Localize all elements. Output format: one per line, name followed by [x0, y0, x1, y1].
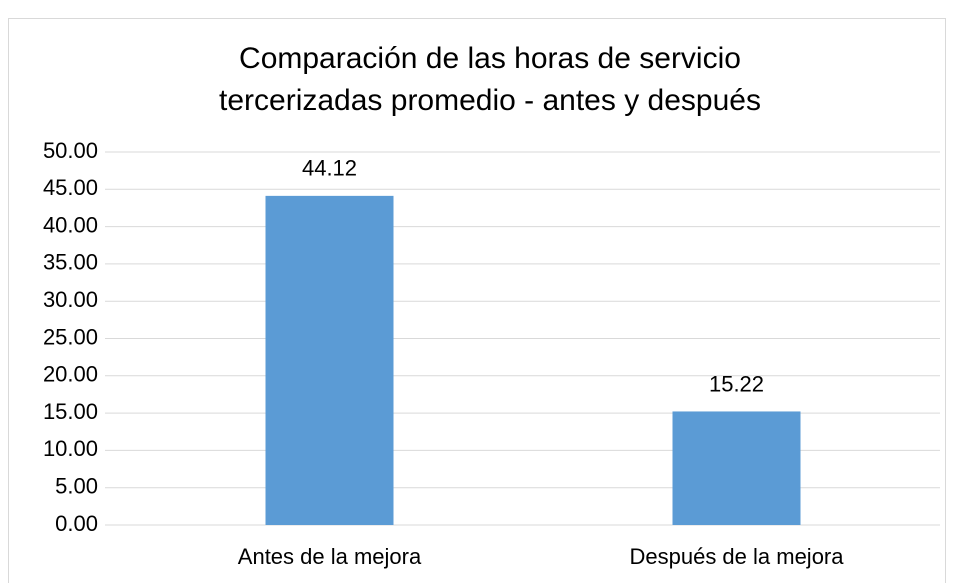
y-tick-label: 50.00 — [43, 138, 98, 163]
y-tick-label: 10.00 — [43, 436, 98, 461]
x-tick-label: Antes de la mejora — [238, 544, 422, 569]
y-tick-label: 5.00 — [55, 474, 98, 499]
bar — [672, 411, 801, 525]
chart-title: Comparación de las horas de servicio — [239, 42, 741, 75]
x-tick-label: Después de la mejora — [629, 544, 844, 569]
y-tick-label: 15.00 — [43, 399, 98, 424]
y-tick-label: 35.00 — [43, 250, 98, 275]
bar — [265, 195, 394, 525]
y-tick-label: 45.00 — [43, 175, 98, 200]
y-tick-label: 40.00 — [43, 212, 98, 237]
y-tick-label: 20.00 — [43, 362, 98, 387]
data-label: 15.22 — [709, 371, 764, 396]
data-label: 44.12 — [302, 156, 357, 181]
chart-title: tercerizadas promedio - antes y después — [219, 84, 761, 117]
y-tick-label: 0.00 — [55, 511, 98, 536]
y-tick-label: 25.00 — [43, 324, 98, 349]
y-tick-label: 30.00 — [43, 287, 98, 312]
